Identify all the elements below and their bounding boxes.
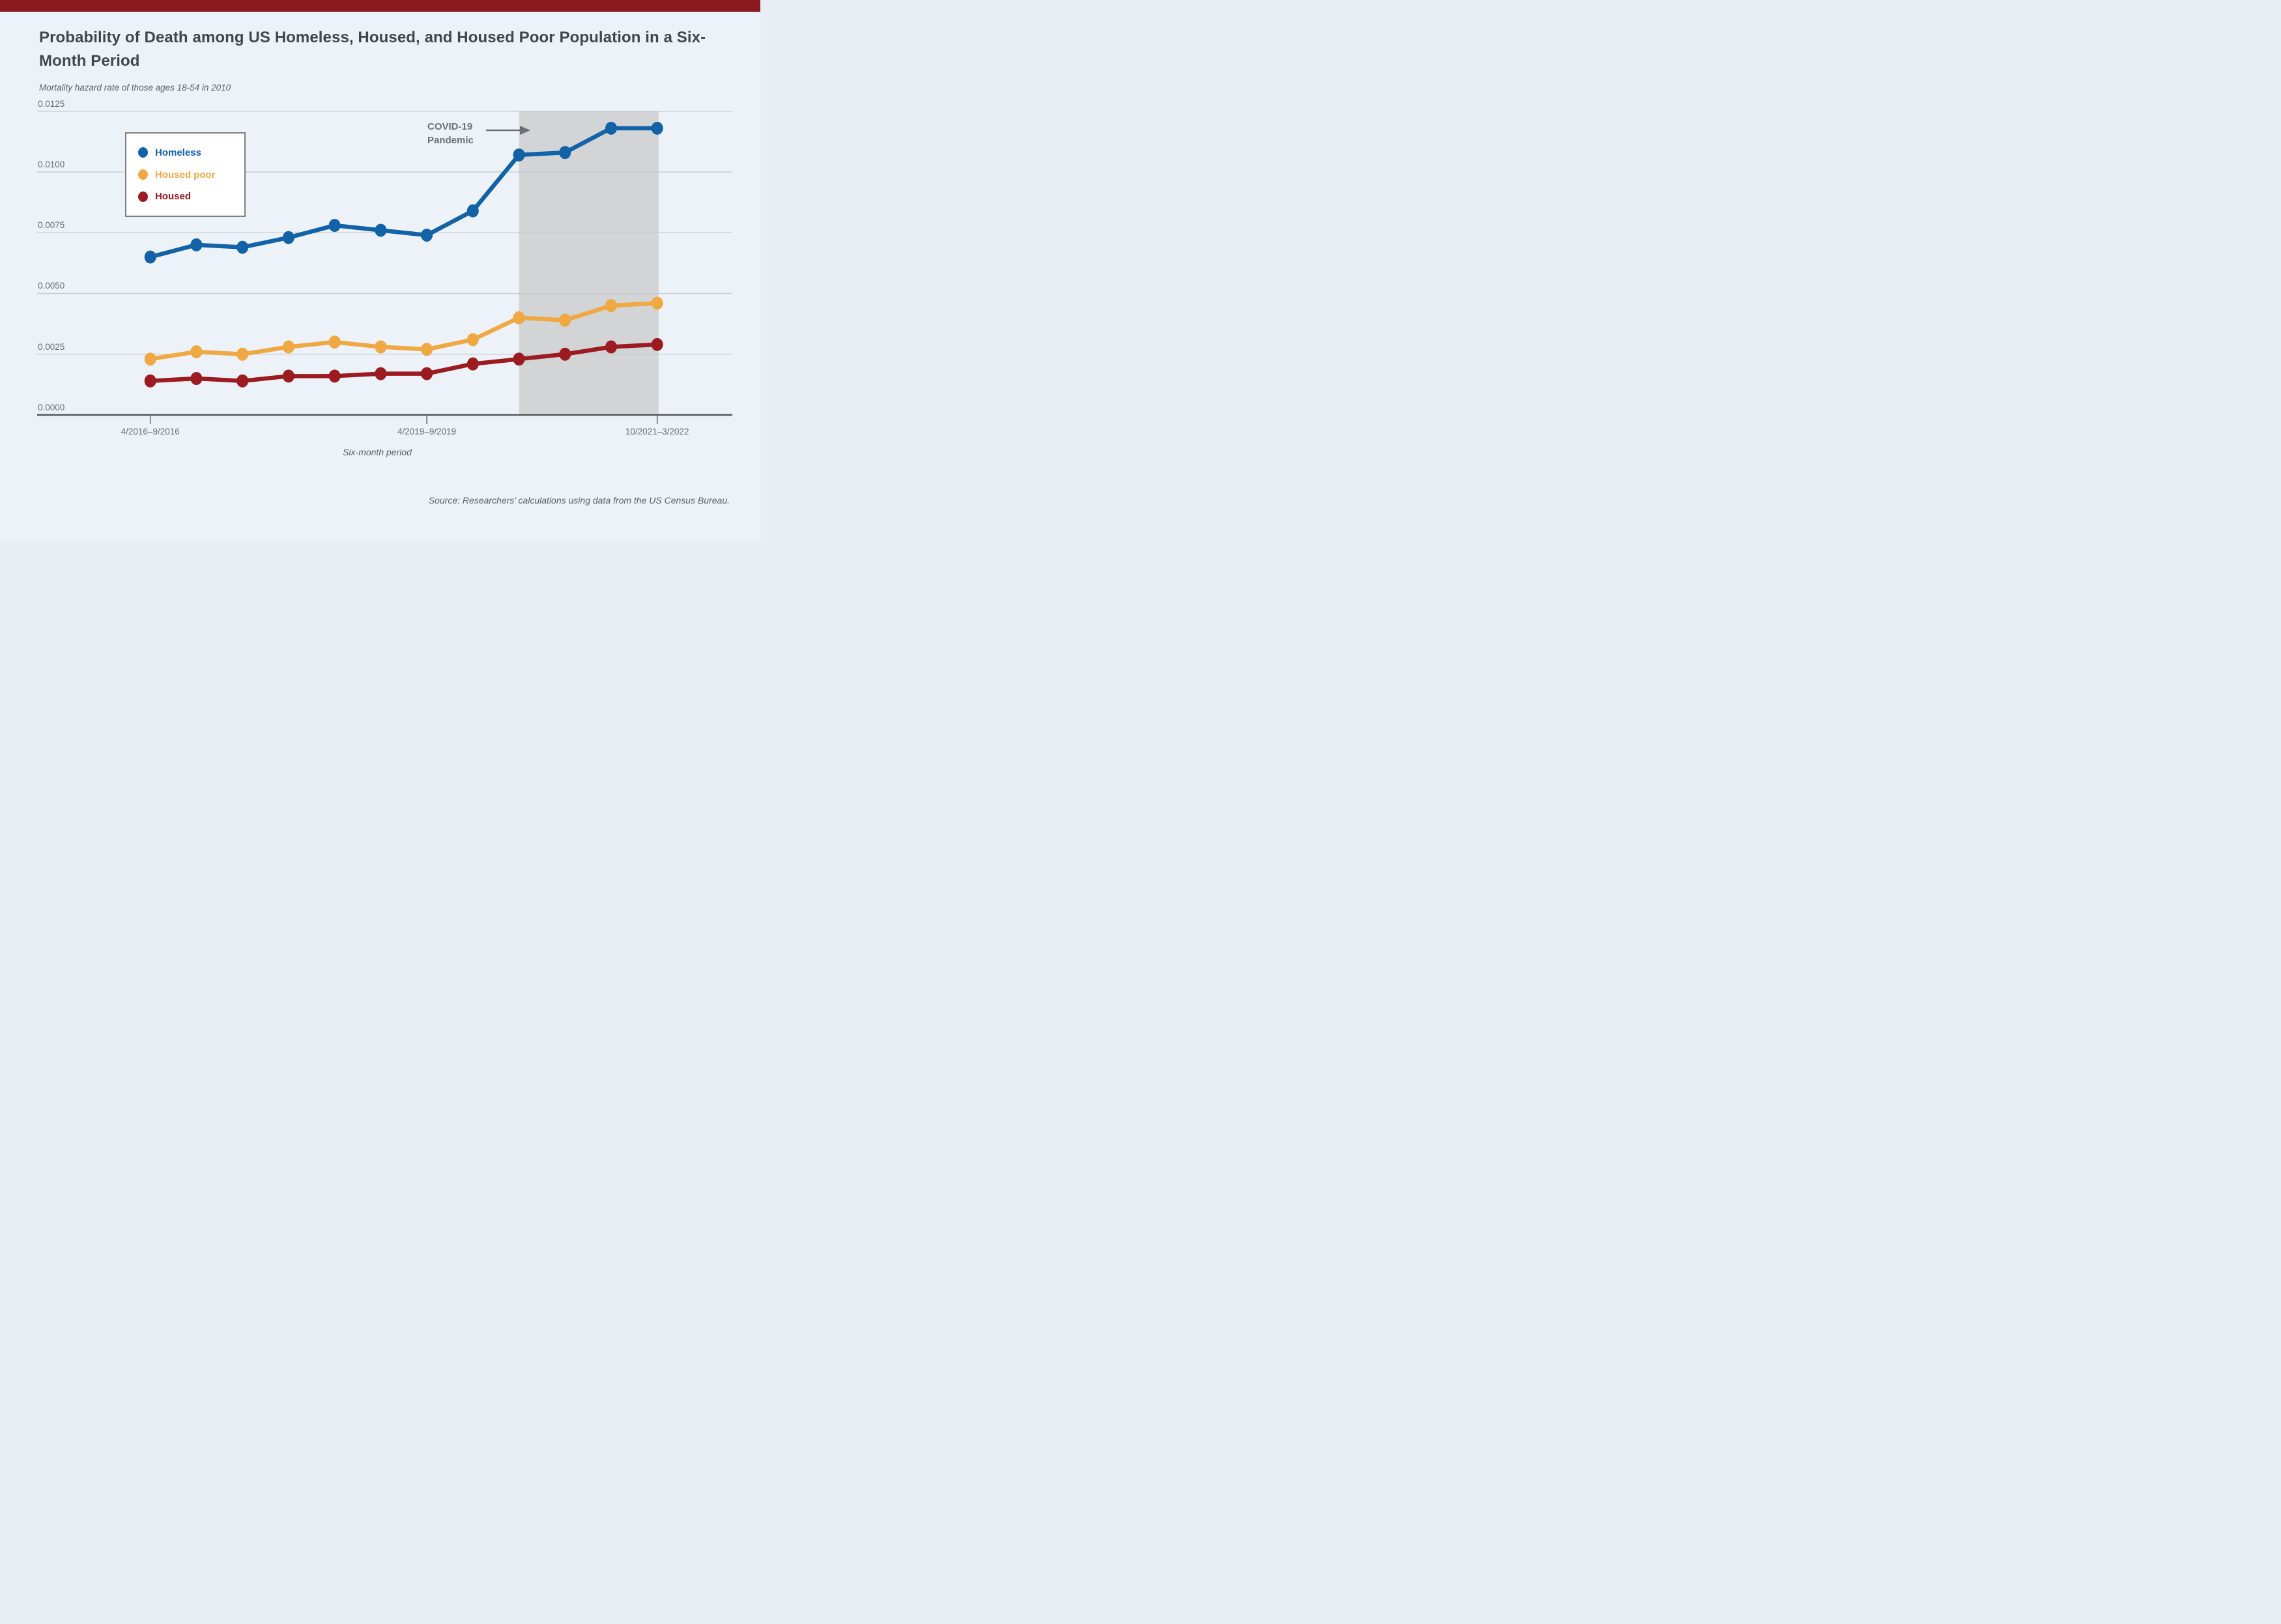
x-tick-label: 4/2016–9/2016 [121, 427, 180, 436]
legend-label-homeless: Homeless [155, 147, 201, 158]
legend-dot-homeless [138, 147, 148, 158]
data-point-housed [375, 367, 387, 380]
y-tick-label: 0.0100 [38, 159, 65, 169]
data-point-housed [421, 367, 433, 380]
series-line-housed-poor [148, 301, 659, 362]
data-point-homeless [651, 121, 663, 135]
data-point-housed-poor [651, 296, 663, 310]
covid-annotation-line2: Pandemic [427, 135, 474, 146]
y-tick-label: 0.0050 [38, 281, 65, 291]
data-point-housed [282, 369, 294, 383]
data-point-housed [328, 369, 341, 383]
figure-background: Probability of Death among US Homeless, … [0, 0, 760, 541]
y-tick-label: 0.0000 [38, 403, 65, 412]
data-point-housed [559, 347, 571, 361]
source-note: Source: Researchers’ calculations using … [428, 495, 730, 506]
legend-item-housed-poor: Housed poor [138, 169, 244, 180]
covid-annotation: COVID-19 Pandemic [427, 120, 506, 147]
data-point-housed-poor [328, 335, 341, 349]
data-point-housed [651, 337, 663, 351]
data-point-housed-poor [513, 311, 525, 324]
data-point-homeless [466, 204, 479, 218]
data-point-housed-poor [466, 333, 479, 347]
data-point-housed-poor [421, 343, 433, 356]
data-point-housed-poor [605, 299, 617, 313]
data-point-homeless [237, 240, 249, 254]
data-point-housed-poor [375, 340, 387, 354]
series-line-housed [148, 342, 659, 384]
legend-dot-housed-poor [138, 169, 148, 180]
data-point-housed [144, 374, 156, 388]
data-point-housed-poor [190, 345, 203, 359]
data-point-homeless [513, 148, 525, 162]
series-line-homeless [148, 126, 659, 259]
legend-dot-housed [138, 191, 148, 202]
chart-title: Probability of Death among US Homeless, … [39, 29, 706, 70]
data-point-housed-poor [144, 352, 156, 366]
x-tick-label: 4/2019–9/2019 [397, 427, 457, 436]
data-point-homeless [190, 238, 203, 251]
covid-shaded-region [519, 111, 659, 415]
chart-subtitle: Mortality hazard rate of those ages 18-5… [39, 83, 231, 93]
data-point-housed-poor [237, 347, 249, 361]
data-point-housed-poor [559, 313, 571, 327]
legend-item-housed: Housed [138, 191, 244, 202]
data-point-homeless [144, 250, 156, 264]
data-point-homeless [328, 219, 341, 233]
data-point-housed [190, 372, 203, 386]
data-point-housed [237, 374, 249, 388]
data-point-housed [605, 340, 617, 354]
arrow-right-icon [520, 126, 530, 135]
y-tick-label: 0.0125 [38, 98, 65, 109]
data-point-homeless [605, 121, 617, 135]
data-point-homeless [421, 228, 433, 242]
top-accent-bar [0, 0, 760, 12]
data-point-housed [513, 352, 525, 366]
data-point-homeless [282, 231, 294, 244]
x-axis-title: Six-month period [343, 447, 412, 457]
data-point-housed [466, 357, 479, 371]
legend-label-housed-poor: Housed poor [155, 169, 216, 180]
legend-label-housed: Housed [155, 191, 192, 203]
data-point-homeless [559, 146, 571, 160]
covid-annotation-line1: COVID-19 [427, 121, 473, 132]
legend-item-homeless: Homeless [138, 147, 244, 158]
y-tick-label: 0.0025 [38, 341, 65, 352]
y-tick-label: 0.0075 [38, 220, 65, 231]
data-point-homeless [375, 223, 387, 237]
chart-plot-area [37, 111, 732, 424]
legend: Homeless Housed poor Housed [125, 132, 246, 217]
x-tick-label: 10/2021–3/2022 [625, 427, 689, 436]
data-point-housed-poor [282, 340, 294, 354]
